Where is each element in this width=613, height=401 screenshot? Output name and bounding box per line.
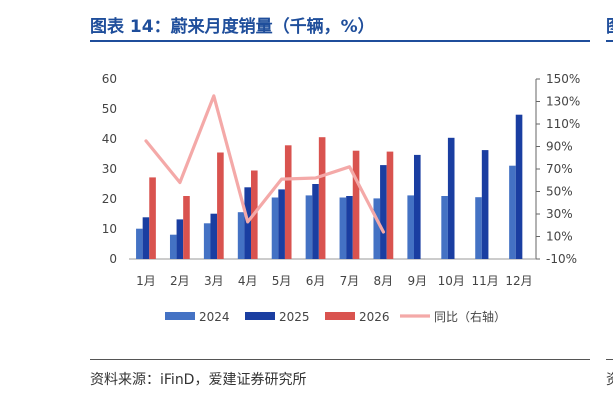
right-tick-label: 150%	[546, 72, 580, 86]
x-tick-label: 4月	[238, 274, 258, 288]
title-underline	[90, 40, 590, 42]
legend-label: 2025	[279, 310, 310, 324]
bar-2026	[217, 152, 224, 259]
bar-2024	[169, 234, 177, 259]
bar-2025	[210, 213, 218, 259]
bar-2025	[176, 219, 184, 259]
x-tick-label: 1月	[136, 274, 156, 288]
yoy-line	[144, 94, 385, 234]
legend-swatch	[165, 312, 195, 320]
legend-swatch	[245, 312, 275, 320]
x-tick-label: 2月	[170, 274, 190, 288]
x-tick-label: 3月	[204, 274, 224, 288]
x-tick-label: 12月	[505, 274, 532, 288]
x-tick-label: 7月	[340, 274, 360, 288]
x-tick-label: 9月	[407, 274, 427, 288]
x-tick-label: 8月	[374, 274, 394, 288]
source-note: 资料来源：iFinD，爱建证券研究所	[90, 372, 307, 388]
bar-2026	[352, 150, 360, 259]
adjacent-source-fragment: 资	[606, 369, 613, 389]
bar-2026	[386, 151, 394, 259]
series-line	[144, 94, 385, 234]
bar-2025	[413, 154, 421, 259]
legend-label: 同比（右轴）	[434, 309, 506, 324]
right-tick-label: 90%	[546, 140, 573, 154]
left-tick-label: 50	[102, 102, 117, 116]
right-tick-label: 50%	[546, 185, 573, 199]
adjacent-title-underline	[606, 40, 613, 42]
legend-swatch	[325, 312, 355, 320]
bar-2025	[278, 189, 285, 259]
left-tick-label: 20	[102, 192, 117, 206]
bar-2024	[373, 198, 381, 259]
bar-2025	[142, 217, 150, 259]
legend-label: 2026	[359, 310, 390, 324]
bars	[136, 114, 523, 259]
bar-2024	[441, 196, 448, 259]
bar-2024	[203, 223, 211, 259]
left-tick-label: 30	[102, 162, 117, 176]
left-tick-label: 40	[102, 132, 117, 146]
chart-title: 图表 14：蔚来月度销量（千辆，%）	[90, 17, 375, 37]
bar-2026	[183, 196, 190, 259]
left-tick-label: 10	[102, 222, 117, 236]
bar-2024	[407, 195, 414, 259]
legend-label: 2024	[199, 310, 230, 324]
bar-2026	[284, 145, 292, 259]
bar-2025	[447, 137, 455, 259]
right-tick-label: 10%	[546, 230, 573, 244]
bar-2025	[515, 114, 523, 259]
source-divider	[90, 359, 590, 360]
bar-2025	[380, 165, 387, 259]
bar-2025	[346, 196, 353, 259]
axes: 0 10 20 30 40 50 60 -10% 10% 30% 50% 70% 90% 110% 130%…	[102, 72, 581, 288]
bar-2024	[136, 228, 143, 259]
bar-2026	[149, 177, 156, 259]
right-tick-label: 130%	[546, 95, 580, 109]
x-tick-label: 10月	[438, 274, 465, 288]
bar-2025	[481, 150, 489, 259]
bar-2024	[305, 195, 313, 259]
left-tick-label: 0	[109, 252, 117, 266]
bar-2025	[312, 184, 319, 259]
bar-2026	[318, 137, 326, 259]
left-tick-label: 60	[102, 72, 117, 86]
x-tick-label: 11月	[471, 274, 498, 288]
right-tick-label: 30%	[546, 207, 573, 221]
bar-2024	[475, 197, 482, 259]
adjacent-source-divider	[606, 359, 613, 360]
bar-2024	[237, 212, 245, 259]
bar-2024	[339, 197, 347, 259]
right-tick-label: 110%	[546, 117, 580, 131]
x-tick-label: 6月	[306, 274, 326, 288]
right-tick-label: -10%	[546, 252, 577, 266]
x-tick-label: 5月	[272, 274, 292, 288]
adjacent-title-fragment: 图	[606, 12, 613, 37]
bar-2024	[509, 165, 516, 259]
legend: 2024 2025 2026 同比（右轴）	[165, 309, 506, 324]
right-tick-label: 70%	[546, 162, 573, 176]
bar-2024	[271, 197, 279, 259]
